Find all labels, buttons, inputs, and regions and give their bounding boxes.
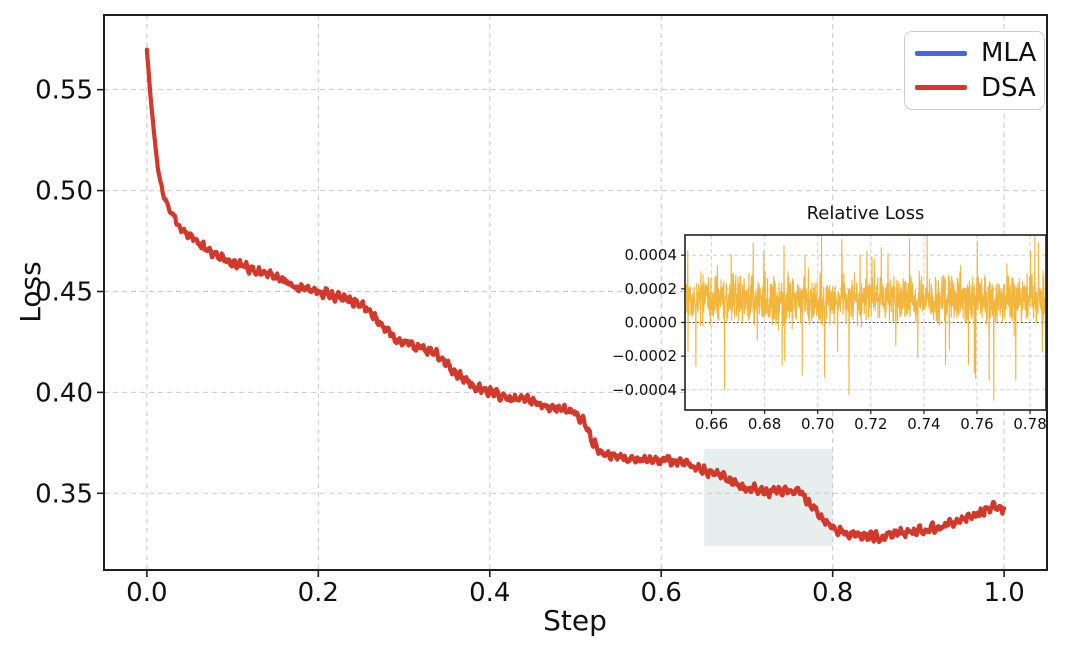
inset-y-tick-label: 0.0004 <box>625 246 678 264</box>
x-tick-label: 0.2 <box>298 578 339 608</box>
x-tick-label: 0.4 <box>469 578 510 608</box>
inset-y-tick-label: 0.0000 <box>625 314 678 332</box>
inset-x-tick-label: 0.68 <box>748 415 781 433</box>
mla-line-swatch <box>915 51 967 56</box>
legend-item-dsa: DSA <box>915 75 1044 101</box>
y-axis-label: Loss <box>14 261 47 323</box>
dsa-loss-curve <box>144 47 1007 545</box>
x-tick-label: 0.8 <box>812 578 853 608</box>
inset-x-tick-label: 0.72 <box>854 415 887 433</box>
main-axes-frame <box>103 14 1048 571</box>
x-axis-label: Step <box>543 604 607 637</box>
x-tick-label: 1.0 <box>983 578 1024 608</box>
y-tick-label: 0.50 <box>35 177 93 207</box>
inset-x-tick-label: 0.78 <box>1013 415 1046 433</box>
y-tick-label: 0.55 <box>35 76 93 106</box>
main-tick-marks <box>97 88 1005 577</box>
relative-loss-curve <box>685 235 1046 401</box>
dsa-legend-label: DSA <box>981 72 1036 103</box>
mla-legend-label: MLA <box>981 38 1037 69</box>
relative-loss-inset: 0.66 0.68 0.70 0.72 0.74 0.76 0.78 0.0004 0.0002… <box>612 234 1047 433</box>
inset-y-tick-label: 0.0002 <box>625 280 678 298</box>
inset-x-tick-label: 0.76 <box>960 415 993 433</box>
x-tick-label: 0.6 <box>641 578 682 608</box>
inset-x-tick-label: 0.66 <box>695 415 728 433</box>
inset-y-tick-label: −0.0004 <box>612 381 677 399</box>
legend-item-mla: MLA <box>915 40 1044 66</box>
inset-x-tick-label: 0.70 <box>801 415 834 433</box>
legend: MLA DSA <box>904 31 1045 110</box>
y-tick-label: 0.35 <box>35 479 93 509</box>
inset-x-tick-label: 0.74 <box>907 415 940 433</box>
y-tick-label: 0.40 <box>35 378 93 408</box>
dsa-line-swatch <box>915 85 967 90</box>
x-tick-label: 0.0 <box>126 578 167 608</box>
inset-tick-marks <box>681 254 1031 414</box>
inset-title: Relative Loss <box>806 203 925 224</box>
inset-tick-labels: 0.66 0.68 0.70 0.72 0.74 0.76 0.78 0.0004 0.0002… <box>612 246 1047 433</box>
inset-y-tick-label: −0.0002 <box>612 347 677 365</box>
main-tick-labels: 0.0 0.2 0.4 0.6 0.8 1.0 0.35 0.40 0.45 0.50 0.55 <box>35 76 1025 608</box>
y-tick-label: 0.45 <box>35 277 93 307</box>
